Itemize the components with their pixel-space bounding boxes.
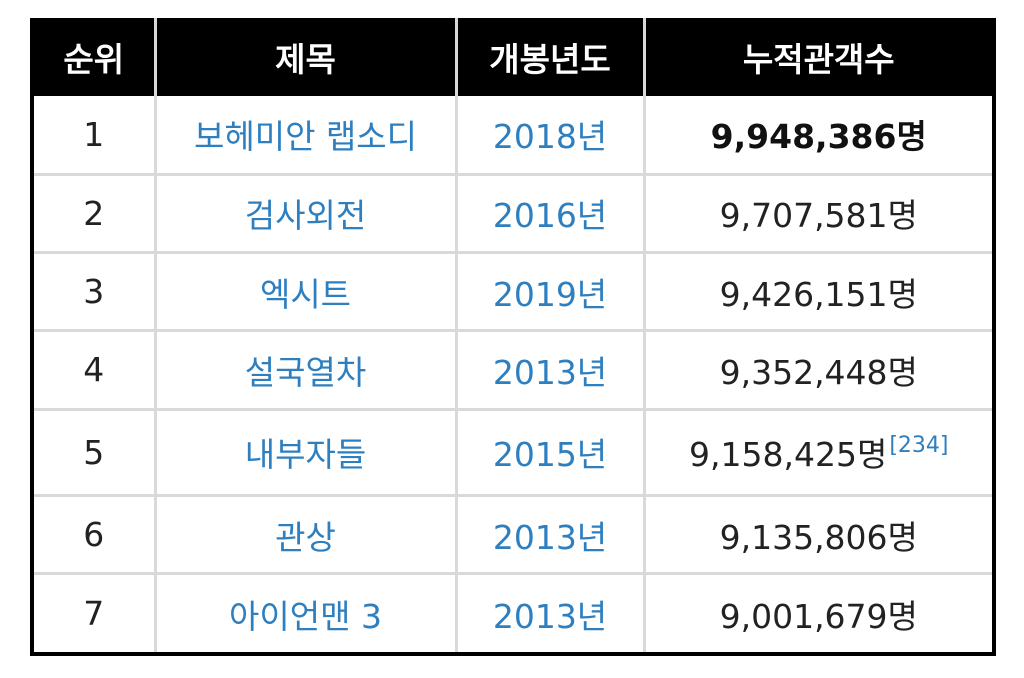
title-link[interactable]: 검사외전 (244, 196, 367, 236)
header-title: 제목 (155, 18, 458, 96)
year-link[interactable]: 2015년 (492, 435, 608, 475)
year-link[interactable]: 2018년 (492, 117, 608, 157)
year-cell: 2019년 (456, 251, 646, 331)
title-cell: 보헤미안 랩소디 (155, 96, 458, 175)
title-cell: 내부자들 (155, 407, 458, 496)
audience-cell: 9,001,679명 (644, 572, 992, 652)
title-link[interactable]: 관상 (275, 517, 336, 557)
title-link[interactable]: 보헤미안 랩소디 (193, 117, 417, 157)
rank-cell: 2 (34, 172, 157, 253)
rank-cell: 7 (34, 572, 157, 652)
rank-cell: 4 (34, 329, 157, 410)
audience-value: 9,001,679명 (719, 596, 918, 636)
audience-value: 9,426,151명 (719, 274, 918, 314)
title-link[interactable]: 엑시트 (259, 274, 352, 314)
year-cell: 2013년 (456, 572, 646, 652)
year-link[interactable]: 2016년 (492, 196, 608, 236)
table-header-row: 순위 제목 개봉년도 누적관객수 (34, 18, 992, 96)
title-link[interactable]: 내부자들 (244, 435, 367, 475)
audience-cell: 9,158,425명[234] (644, 407, 992, 496)
footnote-link[interactable]: [234] (889, 433, 949, 459)
header-year: 개봉년도 (456, 18, 646, 96)
audience-cell: 9,135,806명 (644, 493, 992, 574)
year-cell: 2015년 (456, 407, 646, 496)
audience-value: 9,707,581명 (719, 196, 918, 236)
rank-cell: 3 (34, 251, 157, 331)
rank-cell: 6 (34, 493, 157, 574)
audience-cell: 9,352,448명 (644, 329, 992, 410)
year-link[interactable]: 2013년 (492, 517, 608, 557)
year-link[interactable]: 2013년 (492, 596, 608, 636)
table-row: 5 내부자들 2015년 9,158,425명[234] (34, 407, 992, 496)
table-row: 4 설국열차 2013년 9,352,448명 (34, 329, 992, 410)
audience-value: 9,948,386명 (710, 117, 927, 157)
title-cell: 엑시트 (155, 251, 458, 331)
table-row: 2 검사외전 2016년 9,707,581명 (34, 172, 992, 253)
audience-value: 9,135,806명 (719, 517, 918, 557)
audience-cell: 9,426,151명 (644, 251, 992, 331)
header-rank: 순위 (34, 18, 157, 96)
header-audience: 누적관객수 (644, 18, 992, 96)
year-link[interactable]: 2013년 (492, 352, 608, 392)
audience-cell: 9,948,386명 (644, 96, 992, 175)
audience-value: 9,352,448명 (719, 352, 918, 392)
title-cell: 아이언맨 3 (155, 572, 458, 652)
rank-cell: 1 (34, 96, 157, 175)
table-row: 7 아이언맨 3 2013년 9,001,679명 (34, 572, 992, 652)
table-row: 3 엑시트 2019년 9,426,151명 (34, 251, 992, 331)
title-link[interactable]: 아이언맨 3 (229, 596, 382, 636)
table-row: 1 보헤미안 랩소디 2018년 9,948,386명 (34, 96, 992, 175)
title-link[interactable]: 설국열차 (244, 352, 367, 392)
title-cell: 관상 (155, 493, 458, 574)
ranking-table: 순위 제목 개봉년도 누적관객수 1 보헤미안 랩소디 2018년 9,948,… (34, 18, 992, 652)
year-cell: 2016년 (456, 172, 646, 253)
year-cell: 2013년 (456, 329, 646, 410)
year-link[interactable]: 2019년 (492, 274, 608, 314)
rank-cell: 5 (34, 407, 157, 496)
title-cell: 설국열차 (155, 329, 458, 410)
year-cell: 2013년 (456, 493, 646, 574)
audience-value: 9,158,425명 (689, 435, 888, 475)
title-cell: 검사외전 (155, 172, 458, 253)
table-row: 6 관상 2013년 9,135,806명 (34, 493, 992, 574)
ranking-table-frame: 순위 제목 개봉년도 누적관객수 1 보헤미안 랩소디 2018년 9,948,… (30, 18, 996, 656)
audience-cell: 9,707,581명 (644, 172, 992, 253)
year-cell: 2018년 (456, 96, 646, 175)
